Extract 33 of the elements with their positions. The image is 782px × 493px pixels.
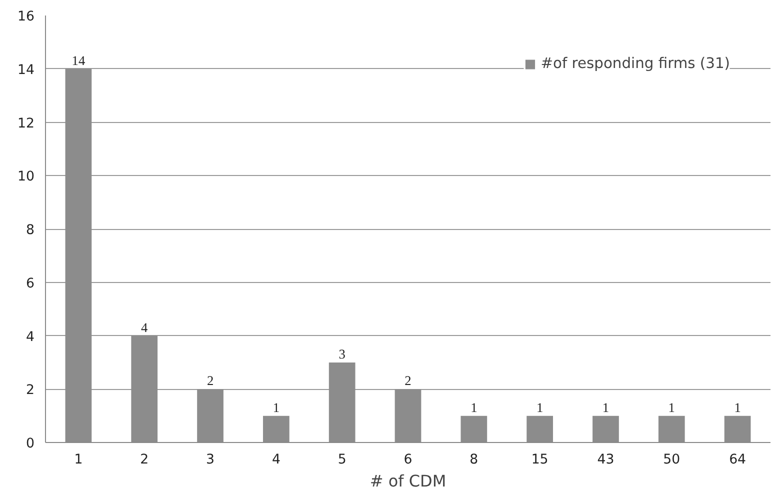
x-tick-label: 43 [597,452,614,468]
data-label: 14 [72,52,86,68]
y-tick-label: 8 [26,223,35,238]
x-tick-label: 1 [74,452,83,468]
data-label: 1 [668,400,675,415]
y-tick-label: 6 [26,276,35,292]
data-label: 2 [404,373,412,388]
legend-label: #of responding firms (31) [540,55,730,72]
y-tick-label: 16 [18,10,35,24]
data-label: 4 [141,320,148,335]
data-label: 1 [272,400,280,415]
data-label: 1 [536,400,544,415]
y-tick-label: 0 [26,436,35,452]
y-tick-label: 4 [26,330,35,345]
x-tick-label: 15 [531,452,548,468]
data-label: 1 [734,400,741,415]
y-tick-label: 14 [18,62,35,78]
x-tick-label: 4 [272,452,280,468]
data-label: 1 [470,400,478,415]
data-label: 1 [602,400,610,415]
data-label: 2 [206,373,214,388]
y-tick-label: 10 [18,170,35,185]
x-tick-label: 50 [663,452,680,468]
x-axis-title: # of CDM [370,472,446,490]
y-tick-label: 2 [26,383,35,398]
x-tick-label: 5 [338,452,346,468]
data-label: 3 [338,346,346,362]
y-tick-label: 12 [18,116,35,132]
x-tick-label: 6 [404,452,412,468]
x-tick-label: 2 [140,452,149,468]
x-tick-label: 64 [729,452,746,468]
x-tick-label: 8 [470,452,478,468]
x-tick-label: 3 [206,452,215,468]
